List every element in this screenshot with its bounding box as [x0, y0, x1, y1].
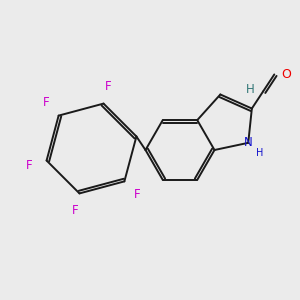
Text: F: F	[71, 204, 78, 217]
Text: F: F	[43, 96, 49, 110]
Text: N: N	[244, 136, 253, 149]
Text: H: H	[246, 83, 255, 97]
Text: F: F	[26, 159, 32, 172]
Text: F: F	[134, 188, 140, 201]
Text: H: H	[256, 148, 263, 158]
Text: O: O	[281, 68, 291, 81]
Text: F: F	[105, 80, 112, 93]
